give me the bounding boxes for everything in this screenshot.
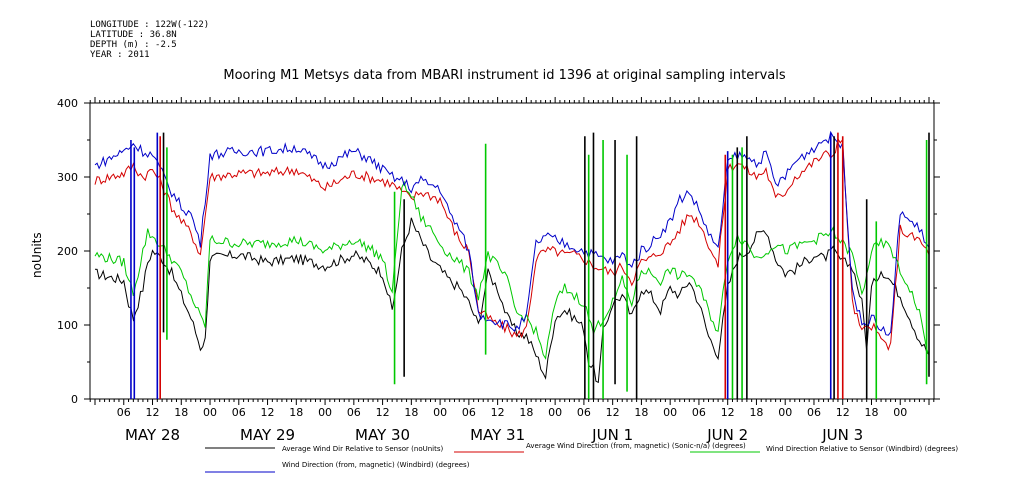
x-tick-label: 18 bbox=[749, 406, 763, 419]
depth-label: DEPTH (m) : -2.5 bbox=[90, 40, 177, 50]
x-tick-label: 12 bbox=[491, 406, 505, 419]
year-label: YEAR : 2011 bbox=[90, 50, 150, 60]
x-tick-label: 00 bbox=[318, 406, 332, 419]
day-label: MAY 29 bbox=[240, 426, 295, 444]
day-label: JUN 2 bbox=[706, 426, 748, 444]
metadata-block: LONGITUDE : 122W(-122) LATITUDE : 36.8N … bbox=[90, 20, 209, 60]
plot-frame bbox=[89, 102, 935, 400]
x-tick-label: 12 bbox=[261, 406, 275, 419]
latitude-label: LATITUDE : 36.8N bbox=[90, 30, 177, 40]
x-tick-label: 18 bbox=[864, 406, 878, 419]
day-label: JUN 1 bbox=[591, 426, 633, 444]
x-tick-label: 06 bbox=[232, 406, 246, 419]
x-tick-label: 00 bbox=[203, 406, 217, 419]
y-tick-label: 300 bbox=[57, 171, 78, 184]
x-tick-label: 00 bbox=[663, 406, 677, 419]
x-tick-label: 12 bbox=[146, 406, 160, 419]
x-tick-label: 06 bbox=[347, 406, 361, 419]
x-tick-label: 00 bbox=[778, 406, 792, 419]
series-line-2 bbox=[94, 180, 930, 360]
x-tick-label: 06 bbox=[577, 406, 591, 419]
x-tick-label: 18 bbox=[404, 406, 418, 419]
legend-label-3: Wind Direction (from, magnetic) (Windbir… bbox=[282, 461, 470, 469]
x-tick-label: 00 bbox=[433, 406, 447, 419]
x-tick-label: 12 bbox=[376, 406, 390, 419]
x-tick-label: 12 bbox=[836, 406, 850, 419]
series-line-1 bbox=[94, 137, 930, 352]
x-tick-label: 18 bbox=[519, 406, 533, 419]
x-tick-label: 06 bbox=[462, 406, 476, 419]
legend-label-2: Wind Direction Relative to Sensor (Windb… bbox=[766, 445, 958, 453]
series-line-3 bbox=[94, 130, 930, 336]
legend-label-0: Average Wind Dir Relative to Sensor (noU… bbox=[282, 445, 443, 453]
x-tick-label: 00 bbox=[548, 406, 562, 419]
legend-label-1: Average Wind Direction (from, magnetic) … bbox=[526, 442, 746, 450]
day-label: MAY 31 bbox=[470, 426, 525, 444]
x-tick-label: 18 bbox=[174, 406, 188, 419]
x-tick-label: 06 bbox=[117, 406, 131, 419]
x-tick-label: 12 bbox=[606, 406, 620, 419]
longitude-label: LONGITUDE : 122W(-122) bbox=[90, 20, 210, 30]
day-label: MAY 28 bbox=[125, 426, 180, 444]
x-tick-label: 06 bbox=[692, 406, 706, 419]
chart-title: Mooring M1 Metsys data from MBARI instru… bbox=[223, 68, 786, 83]
y-tick-label: 100 bbox=[57, 319, 78, 332]
y-tick-label: 200 bbox=[57, 245, 78, 258]
x-tick-label: 18 bbox=[634, 406, 648, 419]
y-tick-label: 0 bbox=[71, 393, 78, 406]
x-tick-label: 06 bbox=[807, 406, 821, 419]
x-tick-label: 00 bbox=[893, 406, 907, 419]
day-label: MAY 30 bbox=[355, 426, 410, 444]
day-label: JUN 3 bbox=[821, 426, 863, 444]
x-tick-label: 18 bbox=[289, 406, 303, 419]
series-line-0 bbox=[94, 217, 930, 384]
x-tick-label: 12 bbox=[721, 406, 735, 419]
y-tick-label: 400 bbox=[57, 97, 78, 110]
